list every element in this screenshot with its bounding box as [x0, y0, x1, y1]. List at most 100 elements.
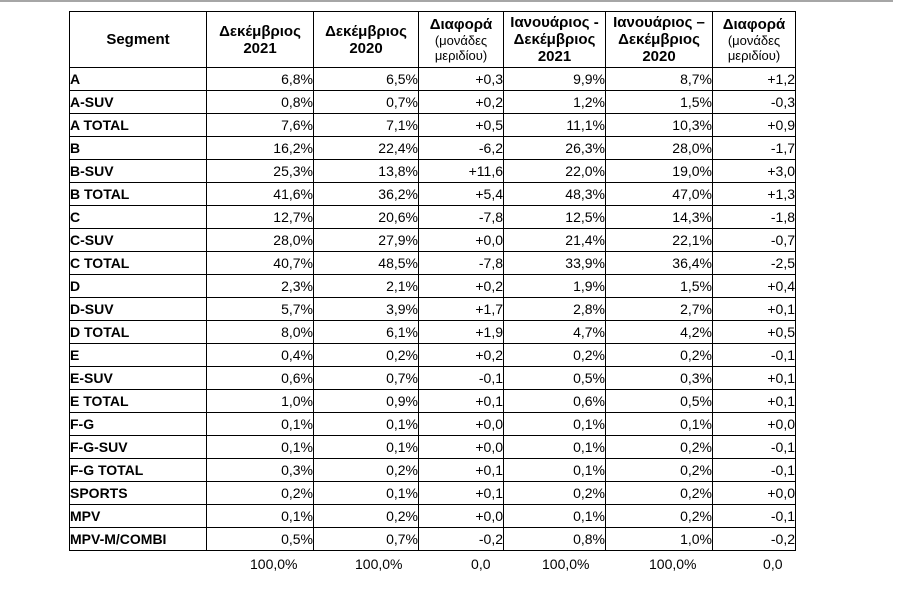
value-cell: +0,5: [712, 320, 796, 344]
value-cell: 1,9%: [503, 274, 606, 298]
segment-cell: C: [69, 205, 207, 229]
table-row: F-G-SUV 0,1% 0,1% +0,0 0,1% 0,2% -0,1: [69, 435, 796, 459]
segment-cell: E TOTAL: [69, 389, 207, 413]
value-cell: 0,1%: [313, 412, 419, 436]
segment-cell: E-SUV: [69, 366, 207, 390]
totals-cell: 0,0: [471, 555, 491, 572]
value-cell: 0,1%: [313, 435, 419, 459]
value-cell: -0,1: [712, 435, 796, 459]
segment-cell: E: [69, 343, 207, 367]
header-row: Segment Δεκέμβριος 2021 Δεκέμβριος 2020 Δι…: [69, 11, 796, 68]
value-cell: -0,1: [712, 458, 796, 482]
value-cell: -0,1: [712, 343, 796, 367]
value-cell: -0,1: [418, 366, 504, 390]
value-cell: 22,0%: [503, 159, 606, 183]
table-row: MPV-M/COMBI 0,5% 0,7% -0,2 0,8% 1,0% -0,2: [69, 527, 796, 551]
data-table: Segment Δεκέμβριος 2021 Δεκέμβριος 2020 Δι…: [69, 11, 796, 577]
totals-cell: 0,0: [763, 555, 783, 572]
table-header: Segment Δεκέμβριος 2021 Δεκέμβριος 2020 Δι…: [69, 11, 796, 68]
value-cell: 0,6%: [503, 389, 606, 413]
value-cell: -0,3: [712, 90, 796, 114]
value-cell: 4,2%: [605, 320, 713, 344]
value-cell: 26,3%: [503, 136, 606, 160]
value-cell: 0,1%: [206, 504, 314, 528]
value-cell: 1,0%: [206, 389, 314, 413]
value-cell: 7,1%: [313, 113, 419, 137]
value-cell: 6,5%: [313, 67, 419, 91]
segment-cell: F-G-SUV: [69, 435, 207, 459]
value-cell: 6,1%: [313, 320, 419, 344]
value-cell: -7,8: [418, 251, 504, 275]
value-cell: +0,0: [418, 412, 504, 436]
header-title-line: 2021: [243, 39, 277, 57]
value-cell: 0,8%: [503, 527, 606, 551]
value-cell: 0,8%: [206, 90, 314, 114]
header-sub-line: (μονάδες: [434, 33, 488, 48]
value-cell: 0,4%: [206, 343, 314, 367]
value-cell: 0,1%: [503, 412, 606, 436]
value-cell: 0,3%: [206, 458, 314, 482]
value-cell: -7,8: [418, 205, 504, 229]
col-header-jan-dec-2021: Ιανουάριος - Δεκέμβριος 2021: [503, 11, 606, 68]
value-cell: 28,0%: [605, 136, 713, 160]
value-cell: +1,2: [712, 67, 796, 91]
table-row: MPV 0,1% 0,2% +0,0 0,1% 0,2% -0,1: [69, 504, 796, 528]
value-cell: 0,1%: [503, 435, 606, 459]
value-cell: 0,5%: [605, 389, 713, 413]
value-cell: 0,1%: [503, 504, 606, 528]
value-cell: 7,6%: [206, 113, 314, 137]
value-cell: 0,1%: [605, 412, 713, 436]
totals-row: 100,0% 100,0% 0,0 100,0% 100,0% 0,0: [70, 551, 796, 577]
table-row: A TOTAL 7,6% 7,1% +0,5 11,1% 10,3% +0,9: [69, 113, 796, 137]
table-row: E-SUV 0,6% 0,7% -0,1 0,5% 0,3% +0,1: [69, 366, 796, 390]
value-cell: 20,6%: [313, 205, 419, 229]
value-cell: +0,5: [418, 113, 504, 137]
value-cell: 1,5%: [605, 274, 713, 298]
value-cell: +0,0: [418, 435, 504, 459]
value-cell: 25,3%: [206, 159, 314, 183]
value-cell: 0,2%: [605, 343, 713, 367]
col-header-segment: Segment: [69, 11, 207, 68]
value-cell: 0,2%: [206, 481, 314, 505]
table-row: D 2,3% 2,1% +0,2 1,9% 1,5% +0,4: [69, 274, 796, 298]
header-title-line: Δεκέμβριος: [219, 22, 301, 40]
value-cell: 0,5%: [503, 366, 606, 390]
value-cell: 2,3%: [206, 274, 314, 298]
value-cell: +1,9: [418, 320, 504, 344]
value-cell: 0,1%: [503, 458, 606, 482]
segment-cell: MPV: [69, 504, 207, 528]
table-row: E TOTAL 1,0% 0,9% +0,1 0,6% 0,5% +0,1: [69, 389, 796, 413]
value-cell: 0,2%: [313, 504, 419, 528]
col-header-diff-month: Διαφορά (μονάδες μεριδίου): [418, 11, 504, 68]
value-cell: 0,7%: [313, 366, 419, 390]
value-cell: 36,4%: [605, 251, 713, 275]
header-title-line: Ιανουάριος –: [613, 14, 705, 31]
value-cell: 2,7%: [605, 297, 713, 321]
table-row: A-SUV 0,8% 0,7% +0,2 1,2% 1,5% -0,3: [69, 90, 796, 114]
totals-cell: 100,0%: [649, 555, 697, 572]
header-title-line: Διαφορά: [429, 16, 493, 33]
table-row: SPORTS 0,2% 0,1% +0,1 0,2% 0,2% +0,0: [69, 481, 796, 505]
value-cell: 1,5%: [605, 90, 713, 114]
value-cell: 0,2%: [605, 435, 713, 459]
totals-cell: [70, 551, 207, 577]
header-title-line: 2020: [349, 39, 383, 57]
col-header-jan-dec-2020: Ιανουάριος – Δεκέμβριος 2020: [605, 11, 713, 68]
value-cell: -0,7: [712, 228, 796, 252]
value-cell: 0,2%: [503, 343, 606, 367]
segment-cell: F-G: [69, 412, 207, 436]
value-cell: +0,0: [712, 481, 796, 505]
value-cell: 0,1%: [206, 435, 314, 459]
col-header-diff-ytd: Διαφορά (μονάδες μεριδίου): [712, 11, 796, 68]
value-cell: 47,0%: [605, 182, 713, 206]
value-cell: 12,7%: [206, 205, 314, 229]
value-cell: 0,2%: [605, 458, 713, 482]
table-row: D TOTAL 8,0% 6,1% +1,9 4,7% 4,2% +0,5: [69, 320, 796, 344]
value-cell: 0,2%: [313, 343, 419, 367]
header-title-line: Δεκέμβριος: [618, 31, 700, 48]
table-row: C-SUV 28,0% 27,9% +0,0 21,4% 22,1% -0,7: [69, 228, 796, 252]
table-row: C 12,7% 20,6% -7,8 12,5% 14,3% -1,8: [69, 205, 796, 229]
col-header-dec-2020: Δεκέμβριος 2020: [313, 11, 419, 68]
header-sub-line: (μονάδες: [727, 33, 781, 48]
value-cell: 8,7%: [605, 67, 713, 91]
